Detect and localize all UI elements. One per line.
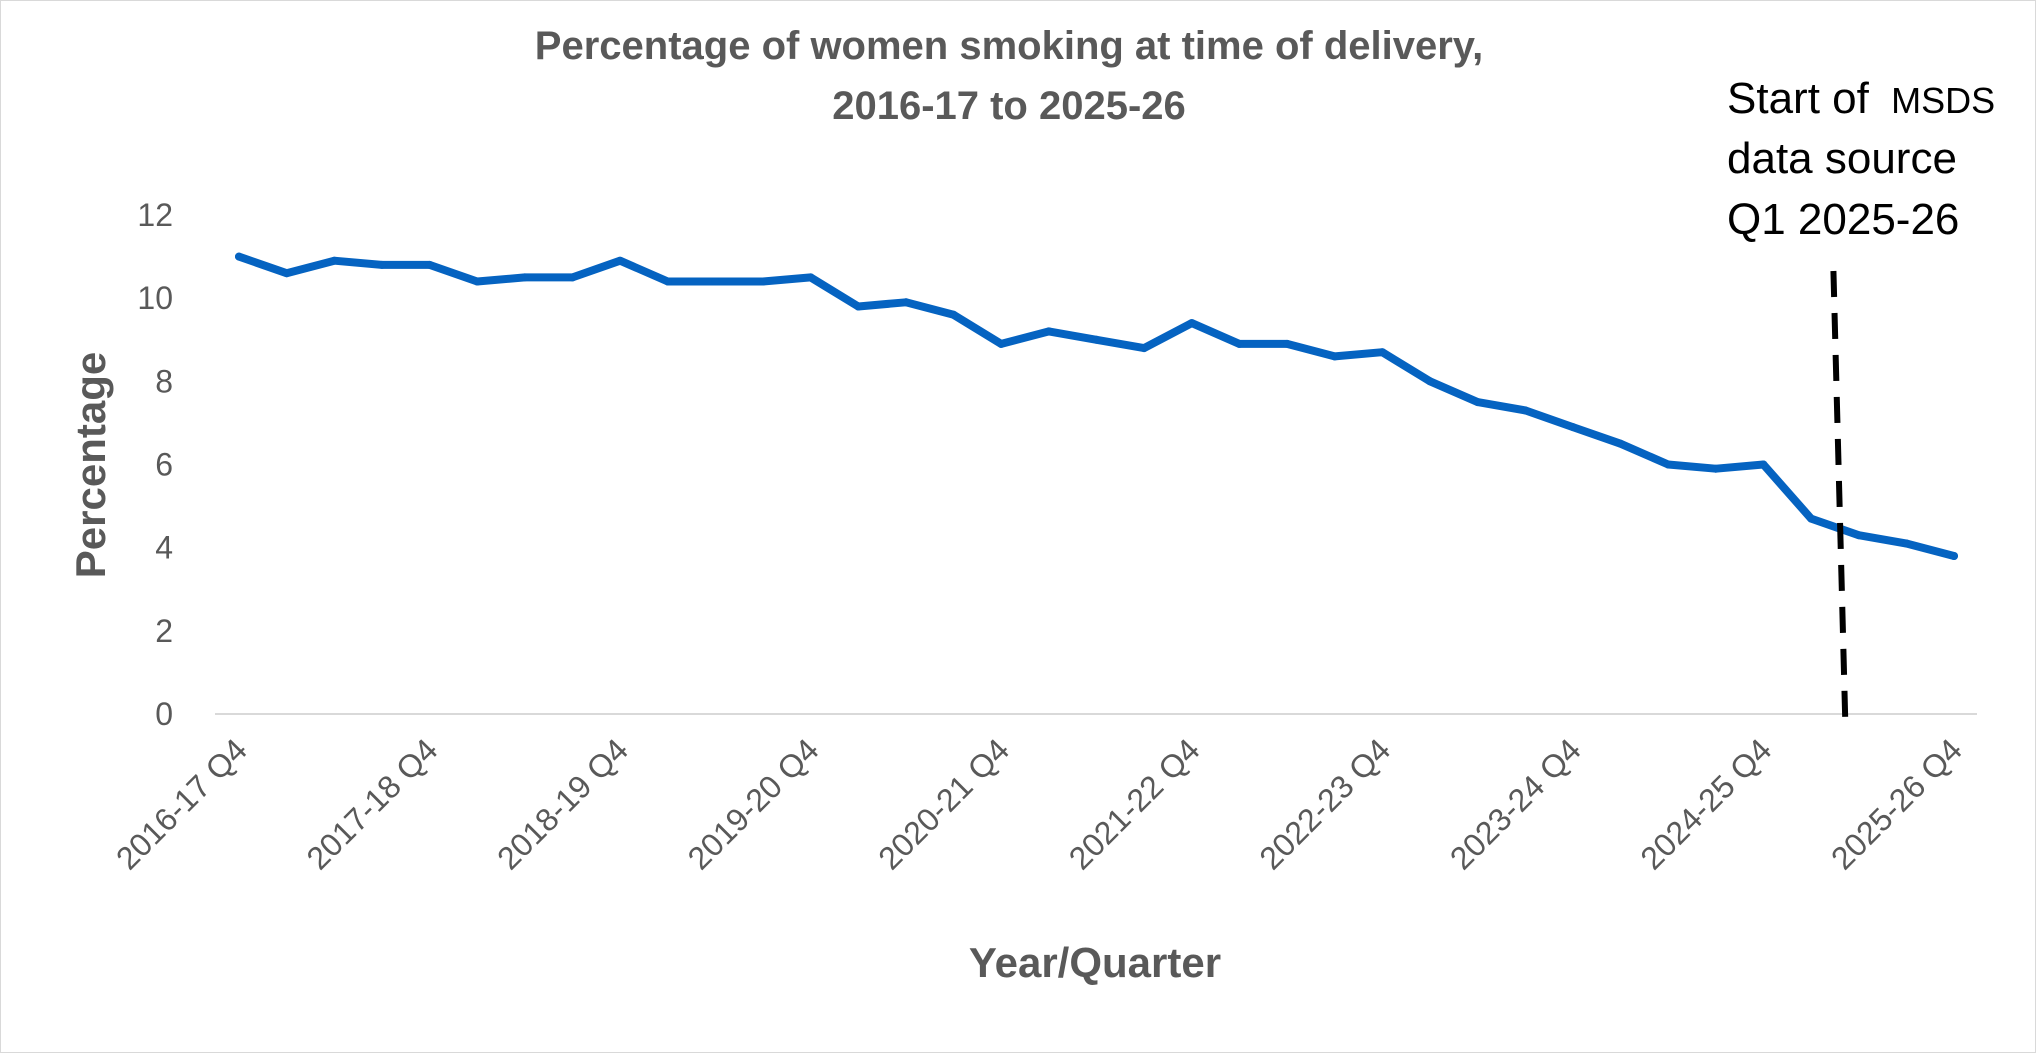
x-tick-label: 2016-17 Q4	[109, 731, 254, 876]
y-tick-label: 2	[155, 613, 173, 649]
data-point	[1235, 339, 1244, 348]
data-point	[1759, 460, 1768, 469]
data-point	[1044, 327, 1053, 336]
data-point	[1902, 539, 1911, 548]
data-point	[1521, 406, 1530, 415]
data-point	[1283, 339, 1292, 348]
y-tick-label: 0	[155, 696, 173, 732]
data-point	[1568, 423, 1577, 432]
data-point	[1140, 344, 1149, 353]
data-point	[1807, 514, 1816, 523]
data-point	[1664, 460, 1673, 469]
data-point	[1330, 352, 1339, 361]
x-axis-title: Year/Quarter	[969, 939, 1221, 986]
x-axis-ticks: 2016-17 Q4 2017-18 Q4 2018-19 Q4 2019-20 Q4…	[109, 731, 1969, 876]
data-point	[282, 269, 291, 278]
data-point	[1092, 335, 1101, 344]
data-point	[663, 277, 672, 286]
data-point	[616, 256, 625, 265]
data-point	[1473, 398, 1482, 407]
series-layer	[235, 252, 1958, 560]
y-tick-label: 12	[137, 197, 173, 233]
data-point	[806, 273, 815, 282]
data-point	[997, 339, 1006, 348]
annotation-line-1: Start of MSDS	[1727, 74, 1995, 123]
y-tick-label: 4	[155, 530, 173, 566]
annotation-start-of: Start of	[1727, 74, 1870, 123]
x-tick-label: 2020-21 Q4	[871, 731, 1016, 876]
data-point	[1950, 552, 1958, 560]
data-point	[759, 277, 767, 286]
data-point	[425, 260, 434, 269]
data-point	[473, 277, 482, 286]
data-point	[1711, 464, 1720, 473]
data-point	[711, 277, 720, 286]
data-point	[520, 273, 529, 282]
annotation-dashed-line	[1830, 270, 1849, 728]
annotation-line-2: data source	[1727, 134, 1957, 183]
msds-annotation: Start of MSDS data source Q1 2025-26	[1727, 74, 1995, 728]
data-point	[1378, 348, 1387, 357]
data-point	[1187, 319, 1196, 328]
y-tick-label: 10	[137, 280, 173, 316]
chart-title-line-1: Percentage of women smoking at time of d…	[535, 24, 1483, 68]
y-axis-ticks: 0 2 4 6 8 10 12	[137, 197, 173, 732]
y-tick-label: 6	[155, 447, 173, 483]
chart-title: Percentage of women smoking at time of d…	[535, 24, 1483, 128]
data-point	[1426, 377, 1434, 386]
data-point	[854, 302, 863, 311]
x-tick-label: 2023-24 Q4	[1443, 731, 1588, 876]
x-tick-label: 2018-19 Q4	[490, 731, 635, 876]
data-point	[235, 252, 243, 261]
x-tick-label: 2021-22 Q4	[1062, 731, 1207, 876]
data-point	[901, 298, 910, 307]
x-tick-label: 2022-23 Q4	[1252, 731, 1397, 876]
y-axis-title: Percentage	[67, 352, 114, 578]
data-point	[330, 256, 339, 265]
chart-title-line-2: 2016-17 to 2025-26	[832, 84, 1186, 128]
x-tick-label: 2025-26 Q4	[1824, 731, 1969, 876]
annotation-msds: MSDS	[1891, 80, 1995, 121]
data-point	[949, 310, 958, 319]
series-line	[235, 252, 1958, 560]
x-tick-label: 2017-18 Q4	[300, 731, 445, 876]
y-tick-label: 8	[155, 363, 173, 399]
data-point	[1616, 439, 1625, 448]
x-tick-label: 2024-25 Q4	[1633, 731, 1778, 876]
data-point	[568, 273, 577, 282]
data-point	[377, 260, 386, 269]
annotation-line-3: Q1 2025-26	[1727, 195, 1959, 244]
data-point	[1854, 531, 1863, 540]
x-tick-label: 2019-20 Q4	[681, 731, 826, 876]
